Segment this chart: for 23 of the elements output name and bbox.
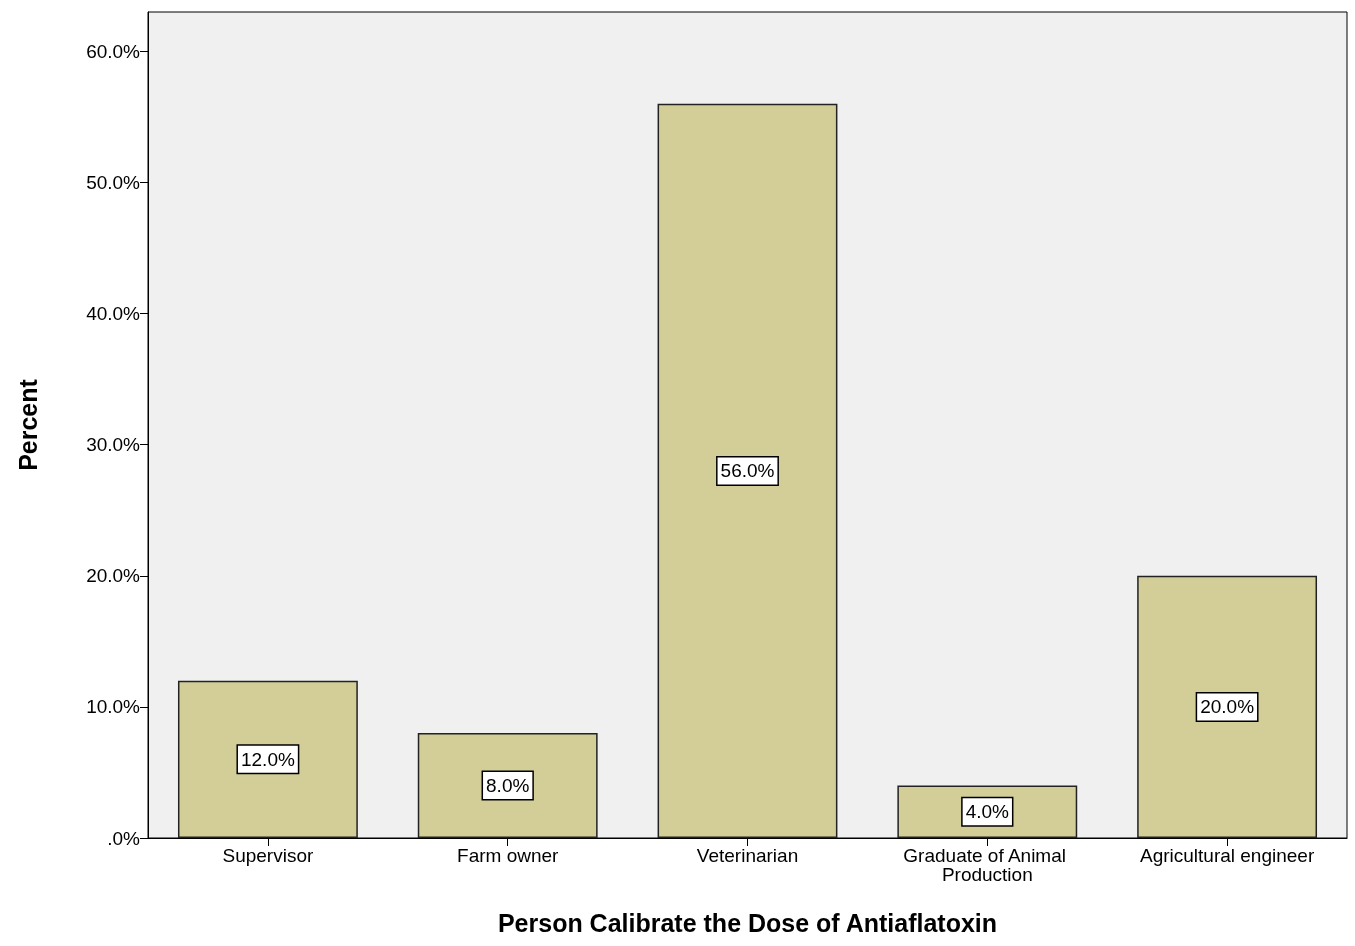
y-tick-label: 30.0% <box>86 434 141 456</box>
y-tick-label: 10.0% <box>86 696 141 718</box>
y-tick-label: 20.0% <box>86 565 141 587</box>
y-tick-label: .0% <box>107 827 141 849</box>
bar <box>1137 575 1318 838</box>
data-label: 20.0% <box>1200 696 1255 718</box>
data-label: 56.0% <box>720 460 775 482</box>
y-tick-label: 50.0% <box>86 171 141 193</box>
x-tick-label: Veterinarian <box>696 845 799 866</box>
data-label: 8.0% <box>486 775 530 797</box>
y-tick-label: 60.0% <box>86 40 141 62</box>
y-axis-title: Percent <box>13 378 42 471</box>
data-label: 4.0% <box>965 801 1010 823</box>
bar <box>657 103 838 838</box>
x-axis-title: Person Calibrate the Dose of Antiaflatoxin <box>497 908 998 937</box>
x-tick-label: Graduate of Animal Production <box>903 845 1072 885</box>
x-tick-label: Agricultural engineer <box>1139 845 1315 866</box>
bar <box>177 680 358 838</box>
x-tick-label: Supervisor <box>222 845 314 866</box>
y-tick-label: 40.0% <box>86 303 141 325</box>
x-tick-label: Farm owner <box>457 845 560 866</box>
data-label: 12.0% <box>240 748 295 770</box>
bar <box>417 733 598 838</box>
